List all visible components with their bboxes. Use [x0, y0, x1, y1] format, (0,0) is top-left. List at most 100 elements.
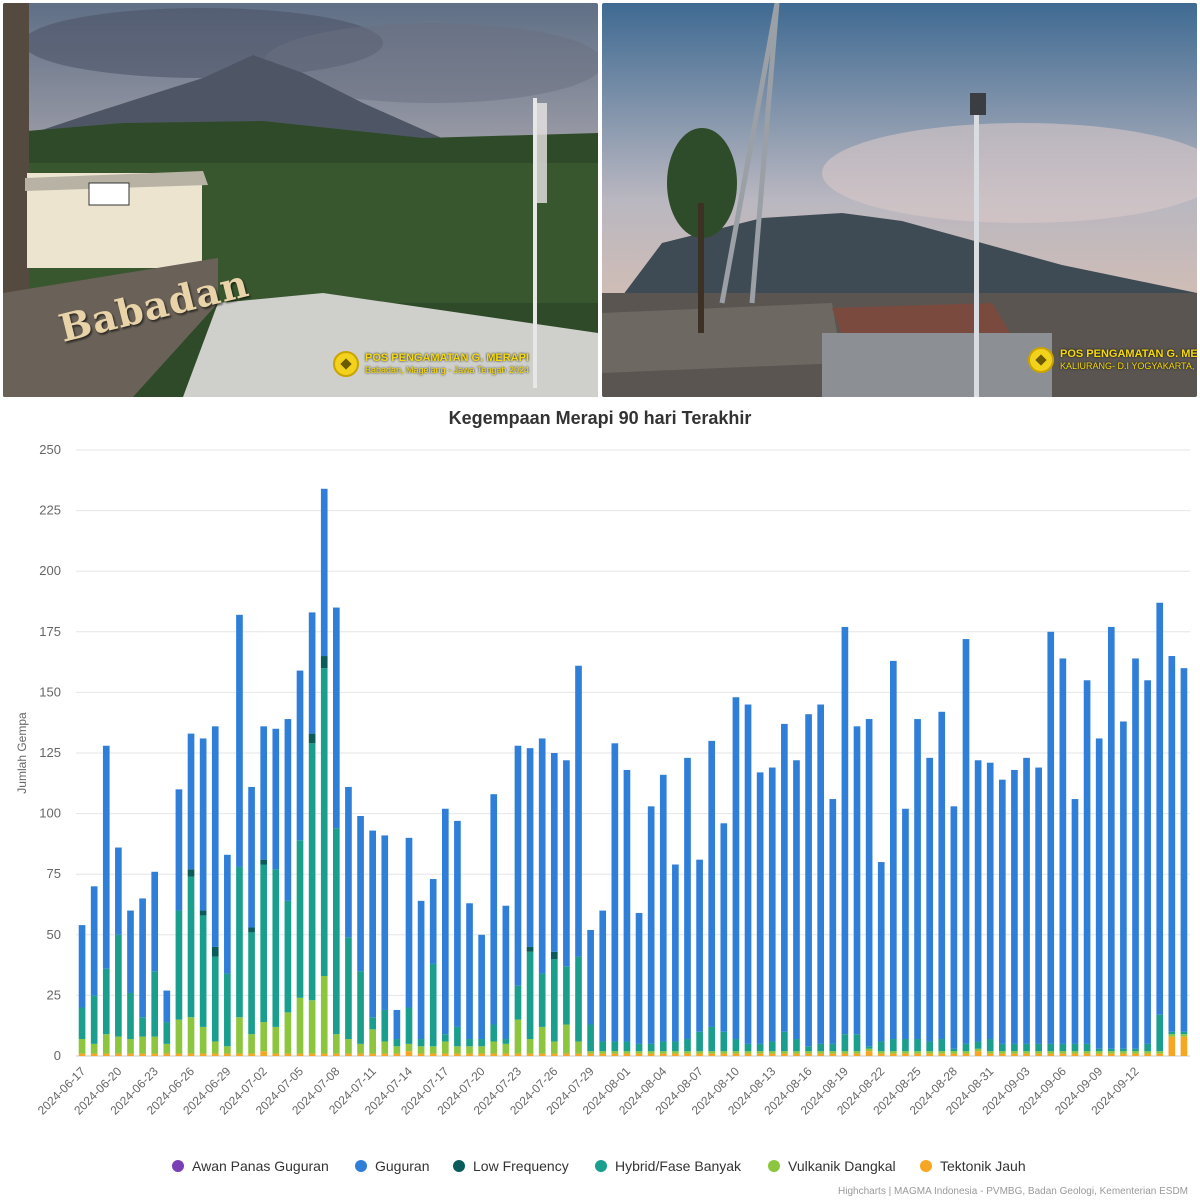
y-tick-label: 0 [54, 1048, 61, 1063]
bar-segment [538, 1053, 546, 1056]
bar-segment [478, 1046, 485, 1054]
bar-segment [151, 1053, 159, 1056]
bar-segment [490, 1024, 498, 1042]
bar-segment [478, 1053, 485, 1056]
bar-segment [550, 959, 558, 1042]
legend-marker-icon [453, 1160, 465, 1172]
bar-segment [369, 1053, 376, 1056]
bar-segment [139, 1017, 146, 1037]
bar-segment [248, 927, 255, 933]
y-tick-label: 225 [39, 503, 61, 518]
babadan-scene [3, 3, 598, 397]
bar-segment [260, 726, 268, 860]
bar-segment [187, 1017, 195, 1054]
credits: Highcharts | MAGMA Indonesia - PVMBG, Ba… [838, 1186, 1188, 1197]
bar-segment [768, 1041, 776, 1052]
bar-segment [1023, 1051, 1030, 1054]
bar-segment [962, 1051, 970, 1054]
bar-segment [877, 862, 885, 1042]
bar-segment [841, 1053, 849, 1056]
legend-marker-icon [355, 1160, 367, 1172]
bar-segment [526, 951, 534, 1040]
bar-segment [684, 757, 691, 1040]
bar-segment [623, 769, 631, 1042]
bar-segment [78, 1007, 86, 1040]
bar-segment [296, 1053, 304, 1056]
bar-segment [768, 767, 776, 1042]
bar-segment [248, 932, 255, 1035]
bar-segment [502, 1043, 510, 1054]
bar-segment [781, 723, 788, 1032]
bar-segment [127, 910, 134, 993]
bar-segment [163, 1022, 171, 1044]
bar-segment [284, 1053, 292, 1056]
bar-segment [405, 837, 413, 1008]
bar-segment [102, 1053, 110, 1056]
bar-segment [393, 1009, 401, 1040]
bar-segment [1071, 1053, 1079, 1056]
bar-segment [272, 1053, 280, 1056]
badge-location: KALIURANG- D.I YOGYAKARTA, 2024 [1060, 361, 1197, 371]
bar-segment [684, 1039, 691, 1052]
legend-item[interactable]: Guguran [355, 1158, 429, 1174]
legend-item[interactable]: Hybrid/Fase Banyak [595, 1158, 742, 1174]
bar-segment [139, 1036, 146, 1054]
bar-segment [1083, 1051, 1091, 1054]
bar-segment [659, 1041, 667, 1052]
bar-segment [1047, 1053, 1055, 1056]
legend-item[interactable]: Awan Panas Guguran [172, 1158, 329, 1174]
bar-segment [938, 1039, 946, 1052]
bar-segment [308, 1053, 316, 1056]
bar-segment [1120, 1051, 1127, 1054]
bar-segment [1059, 1043, 1067, 1052]
bar-segment [1095, 1053, 1103, 1056]
bar-segment [1047, 1043, 1055, 1052]
bar-segment [720, 1031, 728, 1052]
bar-segment [611, 1041, 619, 1052]
bar-segment [1120, 721, 1127, 1049]
legend-item[interactable]: Low Frequency [453, 1158, 569, 1174]
bar-segment [1107, 626, 1115, 1049]
bar-segment [308, 743, 316, 1001]
bar-segment [102, 968, 110, 1035]
bar-segment [696, 1053, 703, 1056]
legend-marker-icon [172, 1160, 184, 1172]
bar-segment [175, 910, 183, 1020]
bar-segment [962, 1053, 970, 1056]
bar-segment [260, 1022, 268, 1052]
bar-segment [890, 1051, 897, 1054]
bar-segment [526, 946, 534, 952]
bar-segment [708, 1053, 716, 1056]
bar-segment [199, 910, 207, 916]
bar-segment [781, 1051, 788, 1054]
bar-segment [417, 1053, 425, 1056]
bar-segment [490, 1041, 498, 1054]
bar-segment [1071, 1051, 1079, 1054]
bar-segment [1107, 1048, 1115, 1052]
legend-item[interactable]: Tektonik Jauh [920, 1158, 1026, 1174]
bar-segment [853, 1034, 861, 1052]
legend-item[interactable]: Vulkanik Dangkal [768, 1158, 896, 1174]
bar-segment [224, 973, 231, 1047]
bar-segment [902, 808, 909, 1040]
bar-segment [744, 1051, 752, 1054]
bar-segment [187, 869, 195, 877]
bar-segment [635, 1051, 643, 1054]
bar-segment [296, 670, 304, 841]
kaliurang-scene [602, 3, 1197, 397]
bar-segment [550, 1041, 558, 1054]
bar-segment [115, 1036, 122, 1054]
bar-segment [1132, 1053, 1139, 1056]
bar-segment [405, 1007, 413, 1044]
bar-segment [805, 1046, 812, 1052]
bar-segment [1083, 1053, 1091, 1056]
chart-title: Kegempaan Merapi 90 hari Terakhir [449, 408, 752, 428]
bar-segment [163, 1043, 171, 1054]
grid [76, 449, 1190, 1057]
bar-segment [998, 1053, 1006, 1056]
bar-segment [841, 626, 849, 1035]
bar-segment [974, 1051, 982, 1056]
bar-segment [308, 733, 316, 744]
bar-segment [199, 915, 207, 1027]
bar-segment [284, 900, 292, 1013]
